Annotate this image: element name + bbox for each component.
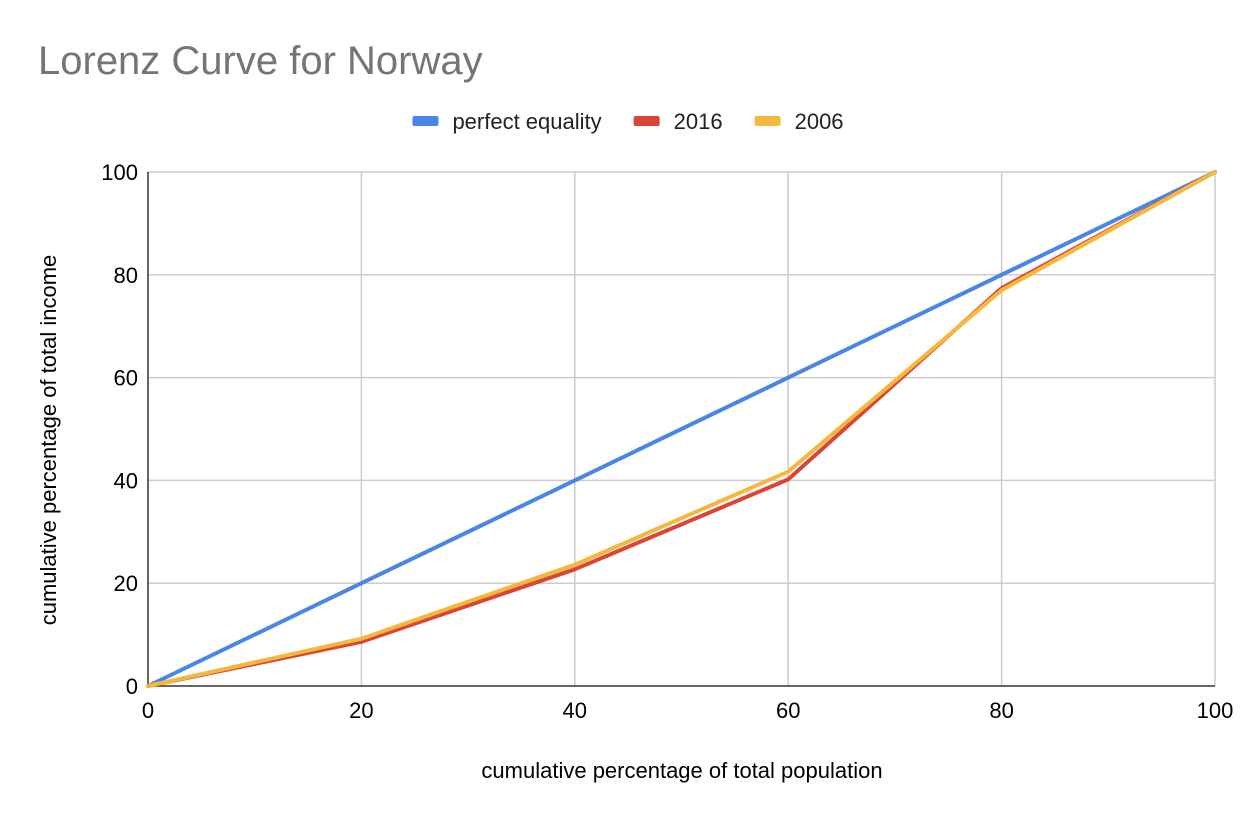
- x-tick-label: 20: [349, 698, 373, 723]
- legend: perfect equality 2016 2006: [412, 109, 844, 134]
- legend-label: 2006: [795, 109, 844, 134]
- y-tick-label: 100: [101, 160, 138, 185]
- legend-swatch: [412, 116, 439, 126]
- x-tick-label: 40: [563, 698, 587, 723]
- series-line-perfect-equality: [146, 170, 1217, 688]
- gridlines: [148, 171, 1216, 686]
- chart-title: Lorenz Curve for Norway: [38, 39, 483, 83]
- x-axis-title: cumulative percentage of total populatio…: [481, 758, 882, 783]
- y-tick-label: 20: [114, 571, 138, 596]
- y-tick-label: 40: [114, 468, 138, 493]
- x-tick-label: 100: [1197, 698, 1234, 723]
- legend-swatch: [633, 116, 660, 126]
- x-tick-label: 0: [142, 698, 154, 723]
- legend-item: 2016: [633, 109, 723, 134]
- legend-swatch: [754, 116, 781, 126]
- legend-label: perfect equality: [452, 109, 601, 134]
- y-tick-label: 60: [114, 366, 138, 391]
- series-layer: [146, 170, 1217, 688]
- series-line-2006: [146, 170, 1217, 688]
- y-axis-title: cumulative percentage of total income: [36, 255, 61, 626]
- legend-item: 2006: [754, 109, 844, 134]
- y-tick-label: 0: [126, 674, 138, 699]
- legend-item: perfect equality: [412, 109, 602, 134]
- x-tick-label: 60: [776, 698, 800, 723]
- axes: [147, 172, 1215, 687]
- y-tick-label: 80: [114, 263, 138, 288]
- x-tick-label: 80: [989, 698, 1013, 723]
- legend-label: 2016: [674, 109, 723, 134]
- tick-labels: 0 20 40 60 80 100 0 20 40 60 80 100: [101, 160, 1233, 723]
